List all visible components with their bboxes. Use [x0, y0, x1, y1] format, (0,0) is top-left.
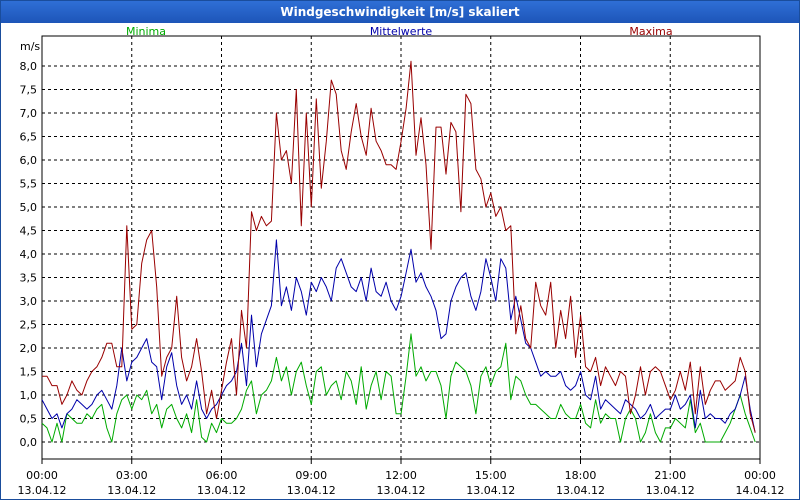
y-tick-label: 6,0 [20, 154, 38, 167]
series-line-mittelwerte [41, 239, 756, 433]
y-axis-ticks: 0,0 0,5 1,0 1,5 2,0 2,5 3,0 3,5 4,0 4,5 5,0 5,5 6,0 6… [20, 60, 38, 449]
y-axis-label: m/s [20, 40, 40, 53]
y-tick-label: 5,0 [20, 201, 38, 214]
y-tick-label: 4,0 [20, 248, 38, 261]
grid-lines [42, 36, 760, 459]
x-tick-time: 18:00 [565, 469, 597, 482]
series-line-maxima [42, 60, 756, 433]
x-tick-date: 13.04.12 [197, 484, 246, 497]
x-tick-time: 00:00 [744, 469, 776, 482]
x-tick-date: 13.04.12 [466, 484, 515, 497]
x-tick-date: 13.04.12 [377, 484, 426, 497]
x-tick-time: 15:00 [475, 469, 507, 482]
x-tick-date: 13.04.12 [646, 484, 695, 497]
y-tick-label: 0,0 [20, 436, 38, 449]
legend-minima: Minima [126, 25, 166, 38]
y-tick-label: 7,0 [20, 107, 38, 120]
y-tick-label: 2,5 [20, 319, 38, 332]
series-lines [41, 60, 756, 443]
legend-maxima: Maxima [629, 25, 672, 38]
window-title: Windgeschwindigkeit [m/s] skaliert [1, 1, 799, 23]
y-tick-label: 4,5 [20, 225, 38, 238]
x-tick-time: 09:00 [295, 469, 327, 482]
x-tick-date: 13.04.12 [18, 484, 67, 497]
y-tick-label: 0,5 [20, 413, 38, 426]
x-tick-time: 21:00 [654, 469, 686, 482]
x-tick-time: 03:00 [116, 469, 148, 482]
y-tick-label: 8,0 [20, 60, 38, 73]
y-tick-label: 2,0 [20, 342, 38, 355]
x-tick-time: 06:00 [206, 469, 238, 482]
legend-mittelwerte: Mittelwerte [370, 25, 433, 38]
y-tick-label: 7,5 [20, 84, 38, 97]
x-tick-time: 00:00 [26, 469, 58, 482]
y-tick-label: 3,0 [20, 295, 38, 308]
x-tick-time: 12:00 [385, 469, 417, 482]
x-axis-ticks: 00:00 13.04.12 03:00 13.04.12 06:00 13.04.12 0… [18, 459, 785, 497]
x-tick-date: 13.04.12 [556, 484, 605, 497]
x-tick-date: 13.04.12 [287, 484, 336, 497]
y-tick-label: 6,5 [20, 131, 38, 144]
series-line-minima [41, 333, 756, 443]
x-tick-date: 14.04.12 [736, 484, 785, 497]
y-tick-label: 1,0 [20, 389, 38, 402]
y-tick-label: 3,5 [20, 272, 38, 285]
y-tick-label: 1,5 [20, 366, 38, 379]
y-tick-label: 5,5 [20, 178, 38, 191]
x-tick-date: 13.04.12 [107, 484, 156, 497]
